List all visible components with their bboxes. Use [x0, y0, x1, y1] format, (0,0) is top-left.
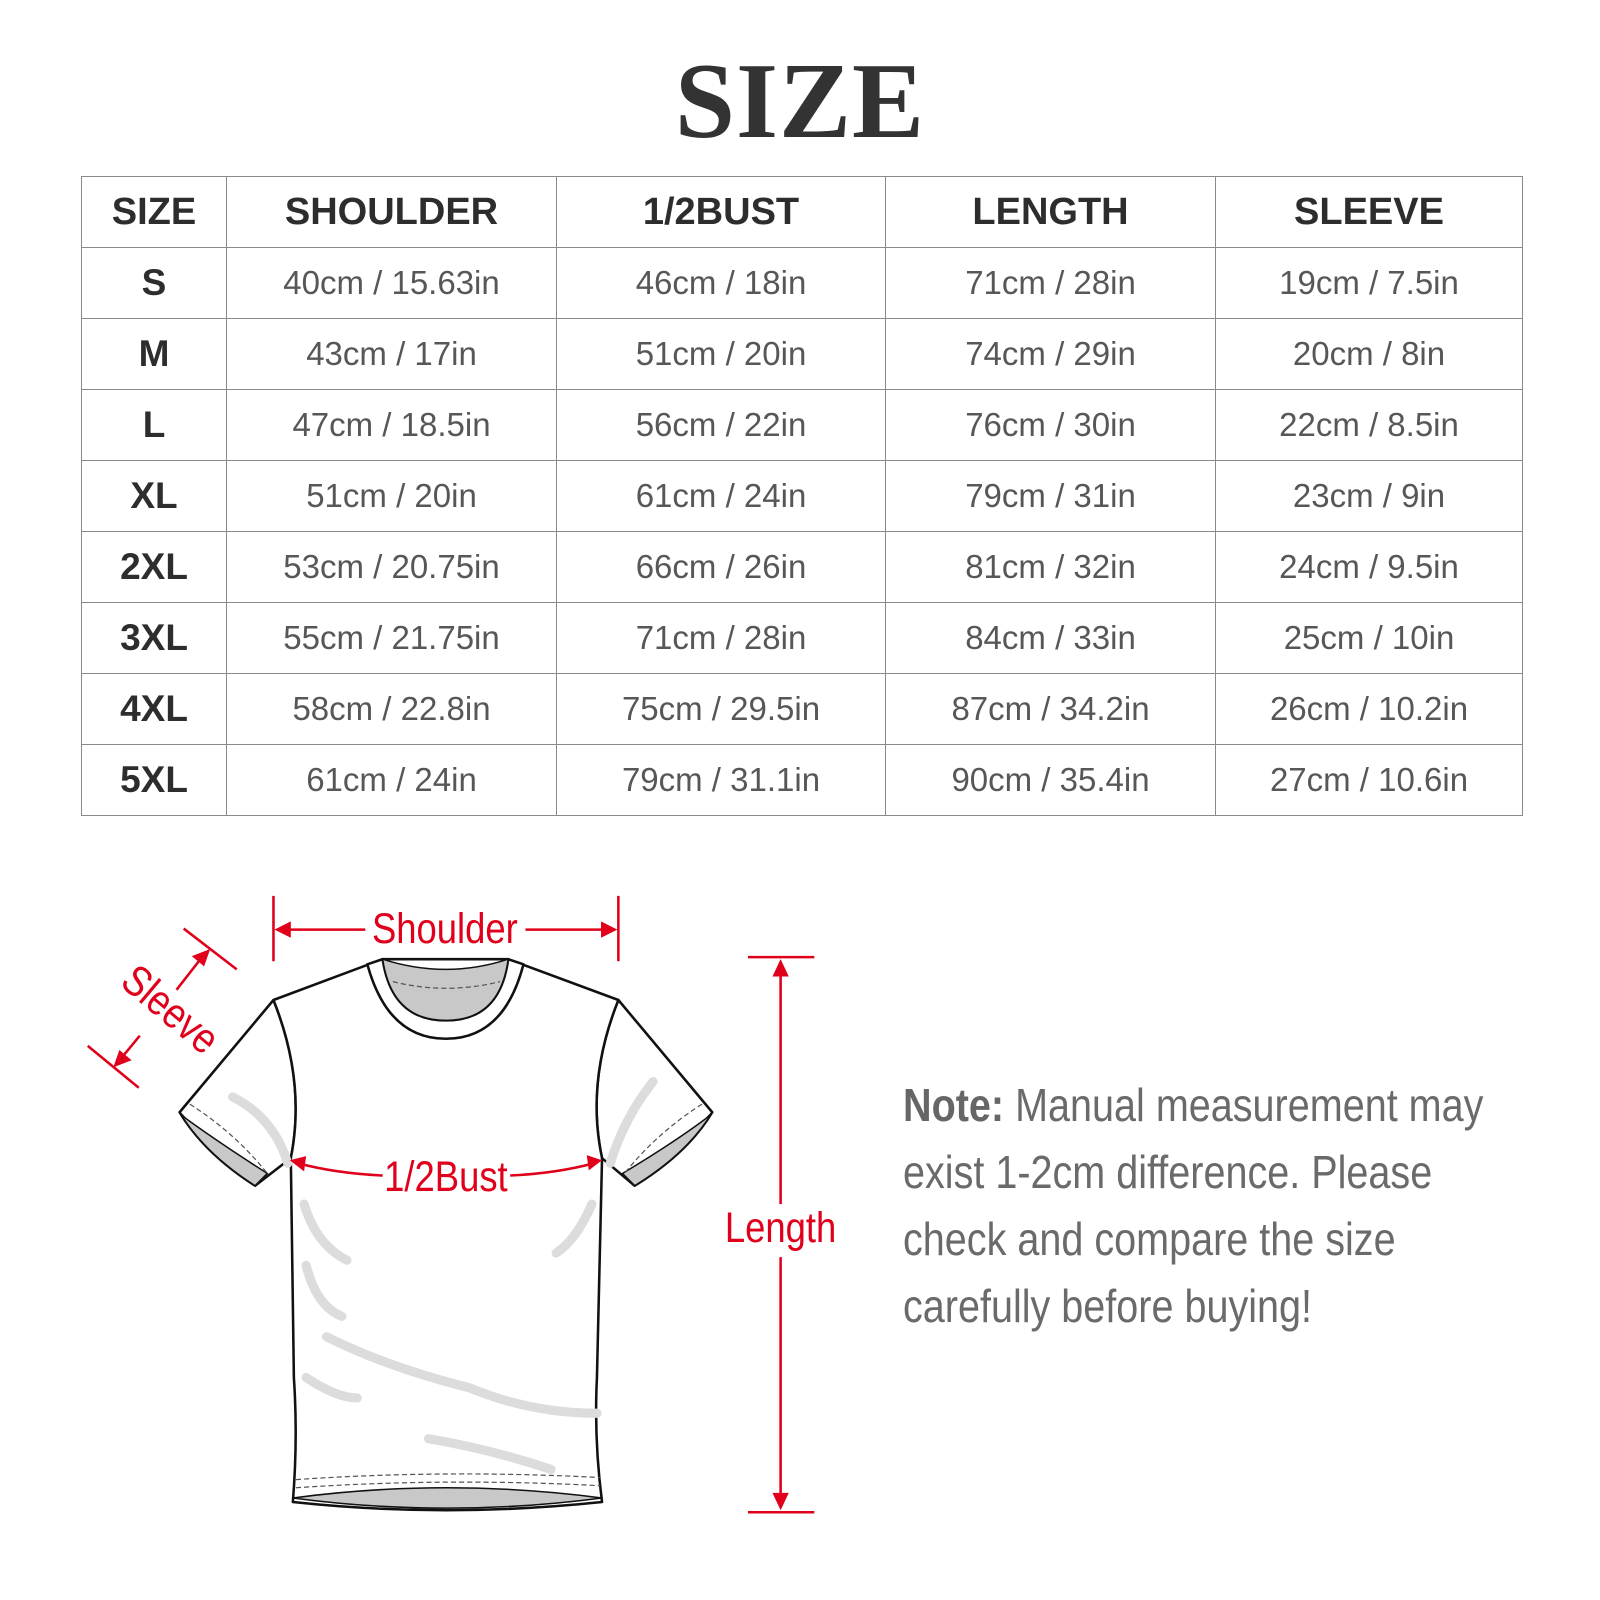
cell-size: M	[81, 318, 227, 390]
cell-bust: 75cm / 29.5in	[556, 673, 886, 745]
cell-size: L	[81, 389, 227, 461]
cell-size: 3XL	[81, 602, 227, 674]
table-row: 4XL 58cm / 22.8in 75cm / 29.5in 87cm / 34.2…	[81, 673, 1523, 745]
note-line: check and compare the size	[903, 1213, 1396, 1265]
table-row: 5XL 61cm / 24in 79cm / 31.1in 90cm / 35.4in…	[81, 744, 1523, 816]
cell-length: 81cm / 32in	[885, 531, 1216, 603]
length-label: Length	[725, 1204, 836, 1251]
table-row: S 40cm / 15.63in 46cm / 18in 71cm / 28in 19c…	[81, 247, 1523, 319]
note-text: Note: Manual measurement may exist 1-2cm…	[903, 1072, 1483, 1340]
cell-bust: 71cm / 28in	[556, 602, 886, 674]
header-bust: 1/2BUST	[556, 176, 886, 248]
cell-shoulder: 51cm / 20in	[226, 460, 557, 532]
cell-shoulder: 43cm / 17in	[226, 318, 557, 390]
cell-bust: 56cm / 22in	[556, 389, 886, 461]
cell-size: S	[81, 247, 227, 319]
cell-size: XL	[81, 460, 227, 532]
table-row: XL 51cm / 20in 61cm / 24in 79cm / 31in 23cm …	[81, 460, 1523, 532]
tshirt-illustration	[178, 957, 714, 1512]
cell-size: 4XL	[81, 673, 227, 745]
header-length: LENGTH	[885, 176, 1216, 248]
note-line: carefully before buying!	[903, 1280, 1313, 1332]
table-header-row: SIZE SHOULDER 1/2BUST LENGTH SLEEVE	[81, 176, 1523, 248]
bust-label: 1/2Bust	[384, 1153, 508, 1200]
cell-bust: 79cm / 31.1in	[556, 744, 886, 816]
cell-shoulder: 53cm / 20.75in	[226, 531, 557, 603]
note-label: Note:	[903, 1079, 1005, 1131]
cell-sleeve: 27cm / 10.6in	[1215, 744, 1523, 816]
cell-sleeve: 19cm / 7.5in	[1215, 247, 1523, 319]
cell-length: 74cm / 29in	[885, 318, 1216, 390]
table-row: 3XL 55cm / 21.75in 71cm / 28in 84cm / 33in 2…	[81, 602, 1523, 674]
cell-sleeve: 26cm / 10.2in	[1215, 673, 1523, 745]
cell-bust: 66cm / 26in	[556, 531, 886, 603]
header-sleeve: SLEEVE	[1215, 176, 1523, 248]
cell-sleeve: 23cm / 9in	[1215, 460, 1523, 532]
cell-shoulder: 61cm / 24in	[226, 744, 557, 816]
cell-bust: 46cm / 18in	[556, 247, 886, 319]
cell-length: 90cm / 35.4in	[885, 744, 1216, 816]
header-size: SIZE	[81, 176, 227, 248]
cell-shoulder: 58cm / 22.8in	[226, 673, 557, 745]
cell-length: 84cm / 33in	[885, 602, 1216, 674]
cell-length: 76cm / 30in	[885, 389, 1216, 461]
cell-sleeve: 22cm / 8.5in	[1215, 389, 1523, 461]
cell-shoulder: 55cm / 21.75in	[226, 602, 557, 674]
table-row: 2XL 53cm / 20.75in 66cm / 26in 81cm / 32in 2…	[81, 531, 1523, 603]
note-line: Manual measurement may	[1015, 1079, 1484, 1131]
cell-shoulder: 40cm / 15.63in	[226, 247, 557, 319]
cell-bust: 61cm / 24in	[556, 460, 886, 532]
shoulder-label: Shoulder	[372, 905, 518, 952]
cell-sleeve: 25cm / 10in	[1215, 602, 1523, 674]
note-line: exist 1-2cm difference. Please	[903, 1146, 1433, 1198]
page-title: SIZE	[674, 42, 926, 161]
cell-length: 71cm / 28in	[885, 247, 1216, 319]
table-row: M 43cm / 17in 51cm / 20in 74cm / 29in 20cm /…	[81, 318, 1523, 390]
cell-sleeve: 24cm / 9.5in	[1215, 531, 1523, 603]
table-row: L 47cm / 18.5in 56cm / 22in 76cm / 30in 22cm…	[81, 389, 1523, 461]
cell-sleeve: 20cm / 8in	[1215, 318, 1523, 390]
cell-size: 5XL	[81, 744, 227, 816]
size-table: SIZE SHOULDER 1/2BUST LENGTH SLEEVE S 40c…	[81, 176, 1523, 816]
